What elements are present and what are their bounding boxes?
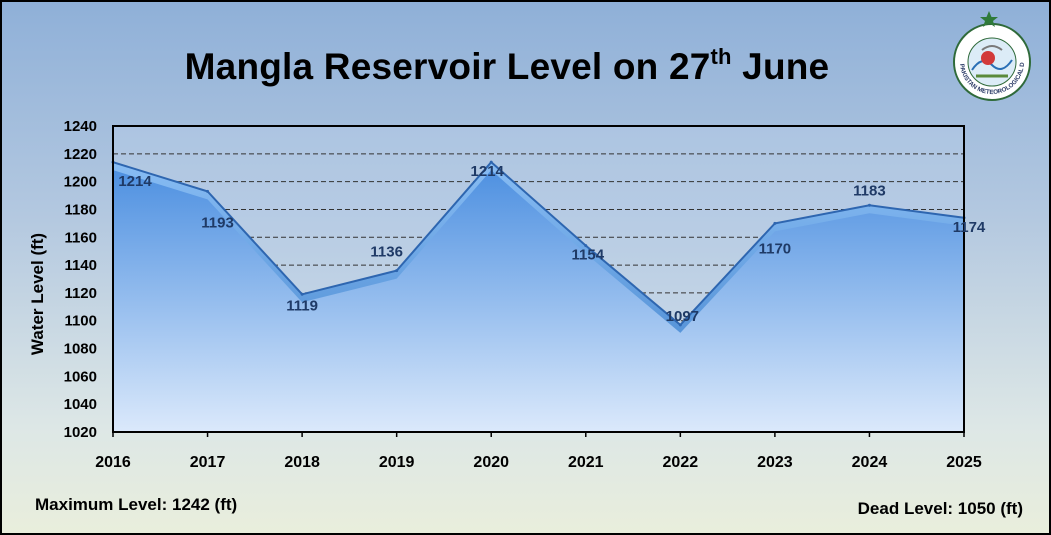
chart-title: Mangla Reservoir Level on 27th June [2, 44, 1012, 88]
y-tick-label: 1060 [64, 368, 97, 385]
x-tick-label: 2020 [473, 454, 509, 471]
data-label-2017: 1193 [201, 214, 234, 231]
series-line [112, 160, 965, 327]
y-tick-label: 1040 [64, 396, 97, 413]
x-tick-label: 2021 [568, 454, 604, 471]
x-tick-label: 2025 [946, 454, 982, 471]
y-tick-label: 1220 [64, 146, 97, 163]
data-point-2024 [867, 203, 871, 207]
y-tick-label: 1080 [64, 341, 97, 358]
y-tick-label: 1100 [64, 313, 97, 330]
data-label-2016: 1214 [118, 173, 152, 190]
y-tick-label: 1240 [64, 118, 97, 135]
x-tick-label: 2017 [190, 454, 226, 471]
y-tick-label: 1140 [64, 257, 97, 274]
x-tick-label: 2016 [95, 454, 131, 471]
y-tick-label: 1020 [64, 424, 97, 441]
x-tick-label: 2019 [379, 454, 415, 471]
pmd-logo-icon: PAKISTAN METEOROLOGICAL DEPARTMENT [942, 10, 1031, 101]
data-point-2019 [395, 269, 399, 273]
title-suffix: June [731, 46, 830, 87]
x-tick-label: 2022 [663, 454, 699, 471]
x-tick-label: 2023 [757, 454, 793, 471]
data-label-2018: 1119 [286, 297, 318, 314]
data-label-2021: 1154 [572, 247, 605, 264]
y-tick-label: 1160 [64, 229, 97, 246]
dead-level-text: Dead Level: 1050 (ft) [857, 499, 1023, 518]
data-label-2019: 1136 [370, 244, 403, 261]
area-bevel [113, 162, 964, 333]
x-tick-label: 2024 [852, 454, 888, 471]
data-label-2024: 1183 [853, 182, 886, 199]
data-label-2020: 1214 [471, 163, 505, 180]
y-axis-title: Water Level (ft) [28, 233, 47, 355]
y-tick-label: 1120 [64, 285, 97, 302]
data-point-2018 [300, 292, 304, 296]
area-fill [113, 162, 964, 432]
data-label-2022: 1097 [666, 308, 699, 325]
data-label-2023: 1170 [759, 240, 792, 257]
y-tick-label: 1180 [64, 201, 97, 218]
maximum-level-text: Maximum Level: 1242 (ft) [35, 495, 238, 514]
plot-border [112, 125, 965, 433]
title-main: Mangla Reservoir Level on 27 [184, 46, 711, 87]
x-tick-label: 2018 [284, 454, 320, 471]
title-superscript: th [710, 44, 732, 69]
data-point-2020 [489, 160, 493, 164]
data-point-2023 [773, 221, 777, 225]
data-point-2017 [206, 189, 210, 193]
y-tick-label: 1200 [64, 174, 97, 191]
data-label-2025: 1174 [953, 219, 986, 236]
data-point-2022 [678, 323, 682, 327]
data-point-2021 [584, 244, 588, 248]
